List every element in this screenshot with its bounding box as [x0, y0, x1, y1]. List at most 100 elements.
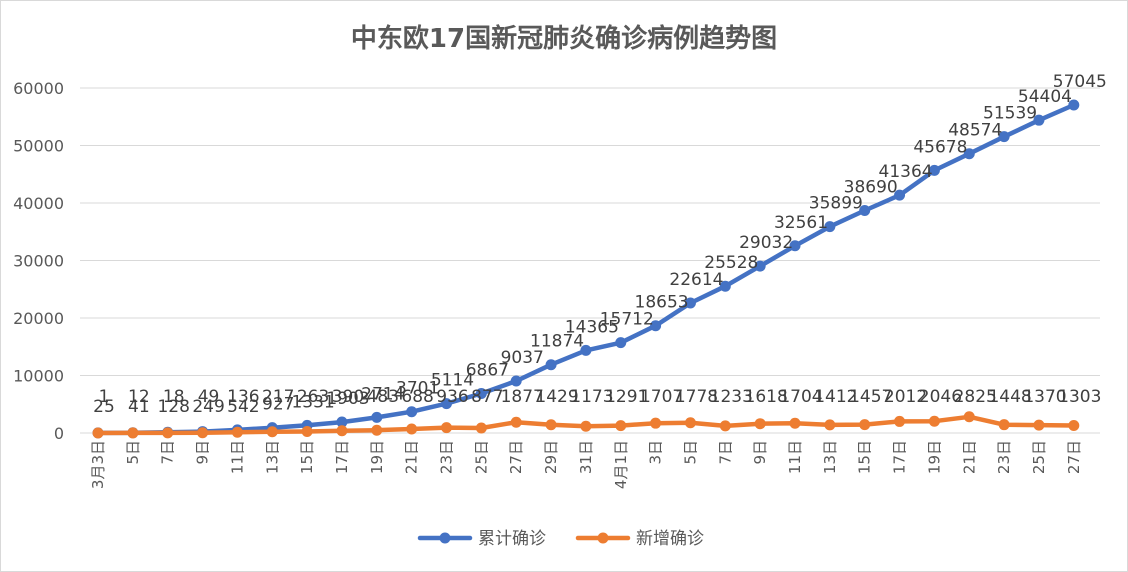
y-axis-ticks: 0 10000 20000 30000 40000 50000 60000 [13, 79, 64, 443]
data-label: 38690 [844, 178, 898, 198]
x-tick-label: 5日 [681, 440, 699, 465]
x-tick-label: 27日 [1065, 440, 1083, 474]
data-point [894, 415, 906, 427]
data-point [371, 424, 383, 436]
x-tick-label: 3日 [647, 440, 665, 465]
y-tick-label: 0 [54, 424, 64, 443]
data-point [615, 420, 627, 432]
data-label: 2046 [919, 387, 962, 407]
x-tick-label: 25日 [1030, 440, 1048, 474]
y-tick-label: 50000 [13, 137, 64, 156]
x-tick-label: 19日 [368, 440, 386, 474]
data-label: 45678 [913, 137, 967, 157]
data-label: 936 [436, 387, 468, 407]
data-label: 1457 [849, 387, 892, 407]
series-layer [92, 99, 1080, 439]
data-label: 1903 [326, 389, 369, 409]
data-label: 12 [128, 387, 150, 407]
x-tick-label: 7日 [716, 440, 734, 465]
y-tick-label: 60000 [13, 79, 64, 98]
x-tick-label: 31日 [577, 440, 595, 474]
data-label: 1370 [1023, 387, 1066, 407]
data-label: 25528 [704, 253, 758, 273]
data-point [789, 240, 801, 252]
data-point [894, 189, 906, 201]
data-point [789, 417, 801, 429]
data-label: 22614 [669, 270, 723, 290]
data-point [824, 221, 836, 233]
data-label: 9037 [501, 348, 544, 368]
x-tick-label: 15日 [856, 440, 874, 474]
data-point [580, 420, 592, 432]
data-point [684, 417, 696, 429]
data-point [1068, 420, 1080, 432]
data-label: 41364 [879, 162, 933, 182]
data-label: 1303 [1058, 387, 1101, 407]
legend: 累计确诊 新增确诊 [417, 529, 704, 549]
x-axis-ticks: 3月3日 5日 7日 9日 11日 13日 15日 17日 19日 21日 23日 25日 27日 29日… [89, 440, 1083, 489]
data-label: 1877 [501, 387, 544, 407]
data-point [336, 416, 348, 428]
data-point [371, 411, 383, 423]
y-tick-label: 10000 [13, 367, 64, 386]
data-point [231, 426, 243, 438]
x-tick-label: 17日 [333, 440, 351, 474]
data-point [510, 416, 522, 428]
x-tick-label: 25日 [472, 440, 490, 474]
x-tick-label: 21日 [960, 440, 978, 474]
data-label: 263 [297, 387, 329, 407]
data-label: 1 [99, 387, 110, 407]
data-label: 1331 [291, 392, 334, 412]
x-tick-label: 13日 [821, 440, 839, 474]
data-label: 29032 [739, 233, 793, 253]
y-tick-label: 30000 [13, 252, 64, 271]
data-label: 249 [192, 397, 224, 417]
data-point [719, 280, 731, 292]
gridlines [80, 87, 1100, 434]
x-tick-label: 23日 [995, 440, 1013, 474]
data-point [824, 419, 836, 431]
data-label: 1412 [814, 387, 857, 407]
data-point [406, 423, 418, 435]
data-label: 1448 [988, 387, 1031, 407]
x-tick-label: 3月3日 [89, 440, 107, 489]
x-tick-label: 5日 [124, 440, 142, 465]
data-point [650, 417, 662, 429]
data-point [266, 426, 278, 438]
data-label: 32561 [774, 213, 828, 233]
data-point [754, 260, 766, 272]
data-point [754, 418, 766, 430]
data-label: 2825 [954, 387, 997, 407]
data-label: 390 [332, 387, 364, 407]
data-label: 217 [262, 387, 294, 407]
data-label: 14365 [565, 317, 619, 337]
data-label: 128 [157, 397, 189, 417]
legend-label: 累计确诊 [478, 529, 546, 549]
x-tick-label: 11日 [228, 440, 246, 474]
data-label: 18653 [635, 293, 689, 313]
data-point [475, 388, 487, 400]
data-label: 6867 [466, 361, 509, 381]
data-label: 18 [163, 387, 185, 407]
data-point [998, 131, 1010, 143]
data-label: 927 [262, 395, 294, 415]
legend-swatch-marker [597, 532, 609, 544]
legend-swatch-marker [439, 532, 451, 544]
data-label: 2714 [361, 384, 404, 404]
data-point [406, 406, 418, 418]
data-point [475, 422, 487, 434]
data-point [1068, 99, 1080, 111]
x-tick-label: 19日 [925, 440, 943, 474]
data-point [545, 359, 557, 371]
data-label: 57045 [1053, 72, 1107, 92]
data-point [336, 425, 348, 437]
data-point [92, 427, 104, 439]
data-label: 41 [128, 397, 150, 417]
data-label: 1173 [570, 387, 613, 407]
y-tick-label: 40000 [13, 194, 64, 213]
data-label: 51539 [983, 104, 1037, 124]
data-point [580, 344, 592, 356]
chart-title: 中东欧17国新冠肺炎确诊病例趋势图 [350, 24, 778, 54]
data-point [1033, 419, 1045, 431]
